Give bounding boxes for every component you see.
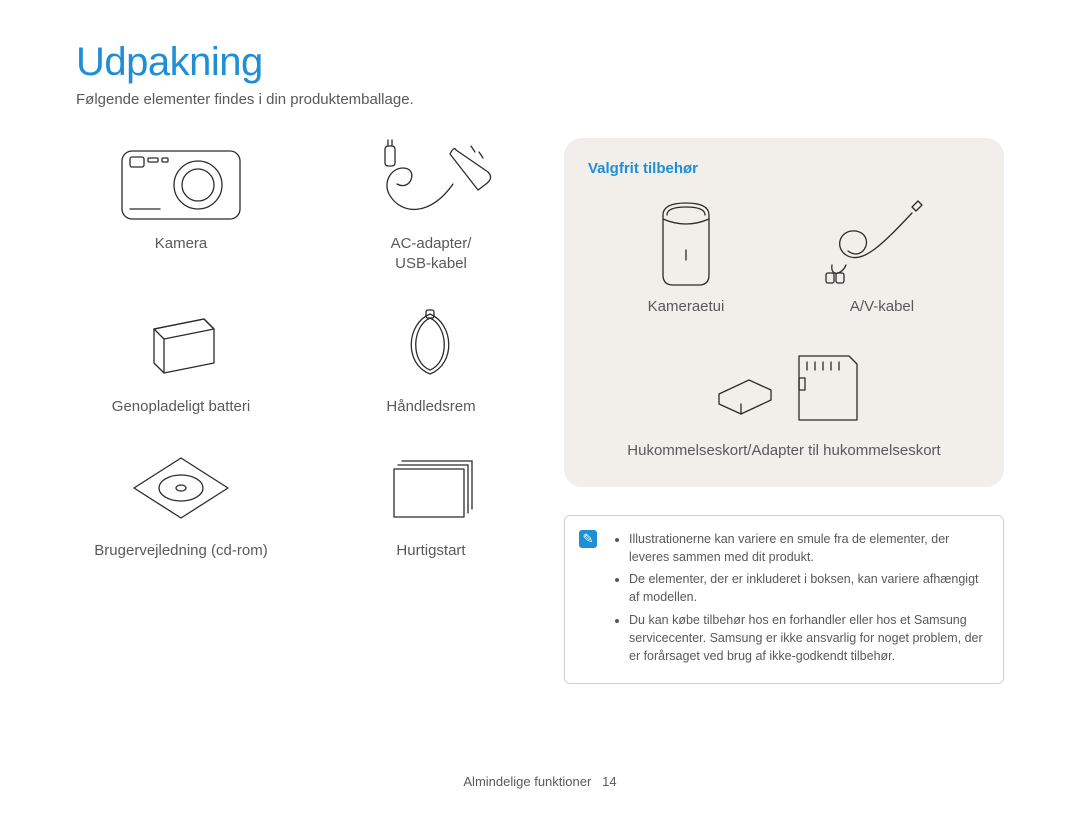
case-icon	[649, 195, 724, 290]
av-cable-icon	[822, 195, 942, 290]
page-footer: Almindelige funktioner 14	[0, 774, 1080, 789]
item-label: Genopladeligt batteri	[76, 397, 286, 417]
note-item: Illustrationerne kan variere en smule fr…	[629, 530, 987, 566]
opt-label: Kameraetui	[588, 298, 784, 315]
opt-label: A/V-kabel	[784, 298, 980, 315]
booklet-icon	[384, 455, 479, 525]
opt-av-cable: A/V-kabel	[784, 195, 980, 315]
content-row: Kamera AC-adapter/ USB-kabel	[76, 138, 1004, 684]
page-title: Udpakning	[76, 40, 1004, 85]
item-camera: Kamera	[76, 138, 286, 273]
opt-memory-card: Hukommelseskort/Adapter til hukommelsesk…	[588, 339, 980, 459]
item-ac-adapter: AC-adapter/ USB-kabel	[326, 138, 536, 273]
camera-icon	[116, 141, 246, 226]
included-items: Kamera AC-adapter/ USB-kabel	[76, 138, 536, 684]
item-label: Kamera	[76, 234, 286, 254]
opt-case: Kameraetui	[588, 195, 784, 315]
right-column: Valgfrit tilbehør Kameraetui	[564, 138, 1004, 684]
footer-section: Almindelige funktioner	[463, 774, 591, 789]
strap-icon	[386, 306, 476, 386]
item-cdrom: Brugervejledning (cd-rom)	[76, 445, 286, 561]
cd-icon	[126, 452, 236, 527]
battery-icon	[136, 311, 226, 381]
item-strap: Håndledsrem	[326, 301, 536, 417]
opt-label: Hukommelseskort/Adapter til hukommelsesk…	[588, 442, 980, 459]
optional-heading: Valgfrit tilbehør	[588, 160, 980, 177]
note-box: ✎ Illustrationerne kan variere en smule …	[564, 515, 1004, 684]
footer-page-number: 14	[602, 774, 616, 789]
note-item: De elementer, der er inkluderet i boksen…	[629, 570, 987, 606]
item-battery: Genopladeligt batteri	[76, 301, 286, 417]
item-label: Hurtigstart	[326, 541, 536, 561]
page-subtitle: Følgende elementer findes i din produkte…	[76, 91, 1004, 108]
item-label: AC-adapter/ USB-kabel	[326, 234, 536, 273]
note-list: Illustrationerne kan variere en smule fr…	[615, 530, 987, 665]
adapter-icon	[361, 138, 501, 228]
item-label: Brugervejledning (cd-rom)	[76, 541, 286, 561]
optional-accessories-box: Valgfrit tilbehør Kameraetui	[564, 138, 1004, 487]
note-item: Du kan købe tilbehør hos en forhandler e…	[629, 611, 987, 665]
note-icon: ✎	[579, 530, 597, 548]
memory-card-icon	[699, 344, 869, 429]
item-label: Håndledsrem	[326, 397, 536, 417]
item-quickstart: Hurtigstart	[326, 445, 536, 561]
